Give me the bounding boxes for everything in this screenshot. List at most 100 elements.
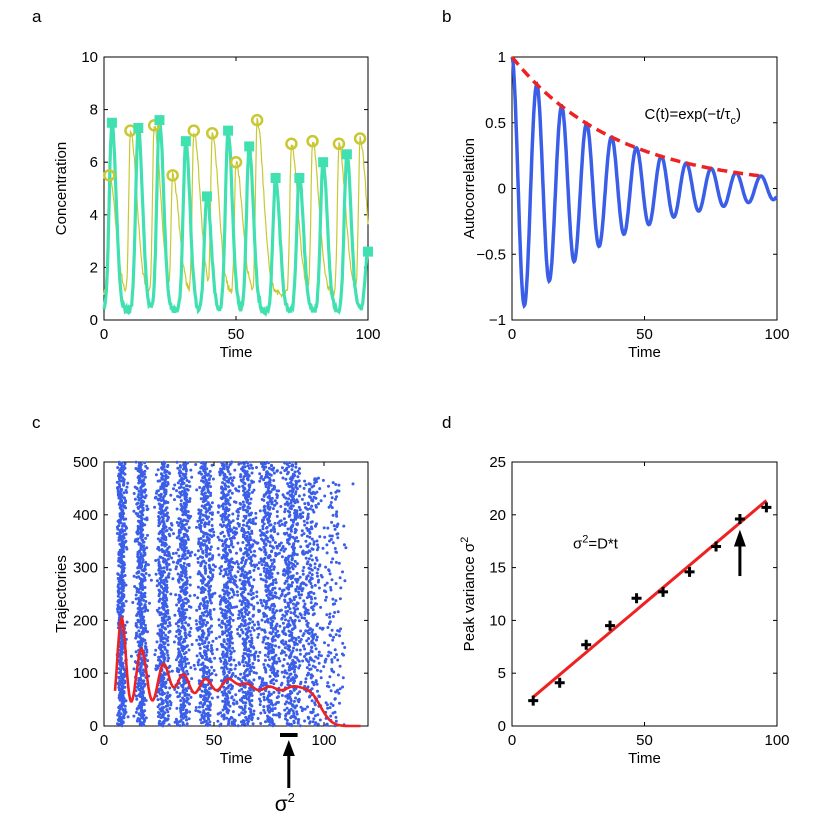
scatter-dot xyxy=(203,521,207,525)
scatter-dot xyxy=(219,711,222,715)
scatter-dot xyxy=(262,560,266,564)
y-tick-label-b: 0.5 xyxy=(485,115,506,132)
scatter-dot xyxy=(205,636,209,640)
panel-label-b: b xyxy=(442,7,451,26)
scatter-dot xyxy=(297,718,301,721)
scatter-dot xyxy=(135,586,139,590)
scatter-dot xyxy=(265,470,269,474)
scatter-dot xyxy=(326,626,330,629)
y-tick-label-b: 1 xyxy=(498,49,506,66)
scatter-dot xyxy=(210,696,214,700)
scatter-dot xyxy=(298,467,301,471)
scatter-dot xyxy=(262,663,266,666)
scatter-dot xyxy=(296,720,300,724)
scatter-dot xyxy=(333,648,337,652)
scatter-dot xyxy=(280,555,284,559)
x-tick-label-c: 100 xyxy=(311,732,336,749)
scatter-dot xyxy=(162,706,166,709)
scatter-dot xyxy=(223,487,226,491)
scatter-dot xyxy=(278,587,282,591)
scatter-dot xyxy=(197,658,201,662)
scatter-dot xyxy=(338,701,341,705)
scatter-dot xyxy=(163,711,167,715)
scatter-dot xyxy=(236,676,240,680)
scatter-dot xyxy=(186,644,189,648)
scatter-dot xyxy=(165,590,169,594)
scatter-dot xyxy=(136,537,140,541)
scatter-dot xyxy=(274,578,278,582)
scatter-dot xyxy=(143,645,147,648)
scatter-dot xyxy=(259,577,263,581)
scatter-dot xyxy=(173,483,177,487)
scatter-dot xyxy=(296,522,299,526)
scatter-dot xyxy=(328,675,332,679)
scatter-dot xyxy=(262,522,266,526)
scatter-dot xyxy=(159,611,163,615)
scatter-dot xyxy=(159,485,163,489)
scatter-dot xyxy=(220,690,224,694)
scatter-dot xyxy=(301,569,305,573)
scatter-dot xyxy=(157,588,161,592)
scatter-dot xyxy=(157,493,161,497)
scatter-dot xyxy=(134,467,138,470)
scatter-dot xyxy=(166,691,170,695)
scatter-dot xyxy=(313,701,317,705)
scatter-dot xyxy=(157,606,161,610)
scatter-dot xyxy=(216,719,220,723)
scatter-dot xyxy=(229,481,233,485)
envelope-dashed-line xyxy=(510,55,765,179)
scatter-dot xyxy=(263,556,267,560)
scatter-dot xyxy=(142,540,146,544)
scatter-dot xyxy=(208,700,212,704)
scatter-dot xyxy=(341,570,344,574)
scatter-dot xyxy=(222,502,225,506)
y-tick-label-b: −1 xyxy=(489,312,506,329)
scatter-dot xyxy=(237,661,241,665)
scatter-dot xyxy=(207,592,211,596)
scatter-dot xyxy=(156,545,160,549)
scatter-dot xyxy=(328,572,332,576)
scatter-dot xyxy=(195,525,198,529)
scatter-dot xyxy=(254,650,258,654)
scatter-dot xyxy=(311,608,315,612)
scatter-dot xyxy=(171,552,175,555)
scatter-dot xyxy=(243,615,246,619)
scatter-dot xyxy=(158,592,161,596)
scatter-dot xyxy=(176,624,180,628)
scatter-dot xyxy=(246,530,250,534)
scatter-dot xyxy=(184,566,188,570)
scatter-dot xyxy=(273,503,277,507)
scatter-dot xyxy=(307,663,311,667)
scatter-dot xyxy=(124,583,128,587)
scatter-dot xyxy=(184,621,188,625)
scatter-dot xyxy=(274,713,278,717)
scatter-dot xyxy=(185,487,189,491)
scatter-dot xyxy=(295,704,299,708)
scatter-dot xyxy=(201,586,204,589)
scatter-dot xyxy=(286,527,290,531)
scatter-dot xyxy=(220,565,224,568)
scatter-dot xyxy=(230,695,234,699)
scatter-dot xyxy=(288,607,292,611)
scatter-dot xyxy=(172,532,175,536)
scatter-dot xyxy=(280,649,284,653)
scatter-dot xyxy=(318,535,322,539)
scatter-dot xyxy=(318,563,322,567)
scatter-dot xyxy=(201,549,205,553)
scatter-dot xyxy=(280,466,284,470)
scatter-dot xyxy=(141,470,145,474)
scatter-dot xyxy=(197,679,201,683)
scatter-dot xyxy=(168,686,172,690)
scatter-dot xyxy=(213,591,217,595)
scatter-dot xyxy=(212,607,216,611)
scatter-dot xyxy=(136,519,140,523)
scatter-dot xyxy=(238,705,242,709)
scatter-dot xyxy=(329,689,333,693)
scatter-dot xyxy=(222,595,226,599)
scatter-dot xyxy=(243,684,247,688)
scatter-dot xyxy=(263,635,267,639)
scatter-dot xyxy=(321,626,325,630)
scatter-dot xyxy=(296,615,300,619)
scatter-dot xyxy=(301,572,305,576)
scatter-dot xyxy=(190,643,194,646)
